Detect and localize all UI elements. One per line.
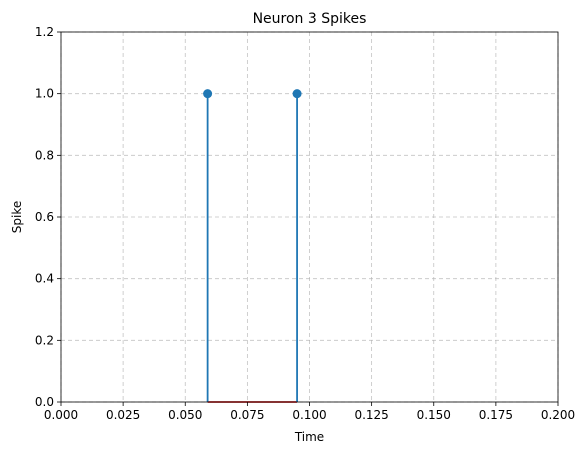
y-tick-label: 0.6: [35, 210, 54, 224]
y-tick-label: 0.0: [35, 395, 54, 409]
y-tick-label: 1.2: [35, 25, 54, 39]
stems: [203, 89, 302, 402]
x-tick-label: 0.175: [479, 408, 513, 422]
y-tick-label: 0.8: [35, 148, 54, 162]
stem-marker: [203, 89, 213, 99]
y-tick-label: 1.0: [35, 87, 54, 101]
x-tick-label: 0.050: [168, 408, 202, 422]
x-axis-ticks: 0.000 0.025 0.050 0.075 0.100 0.125 0.150 0.175…: [44, 402, 575, 422]
x-tick-label: 0.200: [541, 408, 575, 422]
x-tick-label: 0.150: [417, 408, 451, 422]
x-tick-label: 0.100: [292, 408, 326, 422]
stem-marker: [292, 89, 302, 99]
x-tick-label: 0.000: [44, 408, 78, 422]
x-tick-label: 0.075: [230, 408, 264, 422]
x-axis-title: Time: [294, 430, 324, 444]
y-axis-title: Spike: [10, 201, 24, 233]
x-tick-label: 0.125: [354, 408, 388, 422]
y-tick-label: 0.4: [35, 272, 54, 286]
chart-title: Neuron 3 Spikes: [253, 11, 367, 27]
y-tick-label: 0.2: [35, 333, 54, 347]
x-tick-label: 0.025: [106, 408, 140, 422]
y-axis-ticks: 0.0 0.2 0.4 0.6 0.8 1.0 1.2: [35, 25, 61, 409]
